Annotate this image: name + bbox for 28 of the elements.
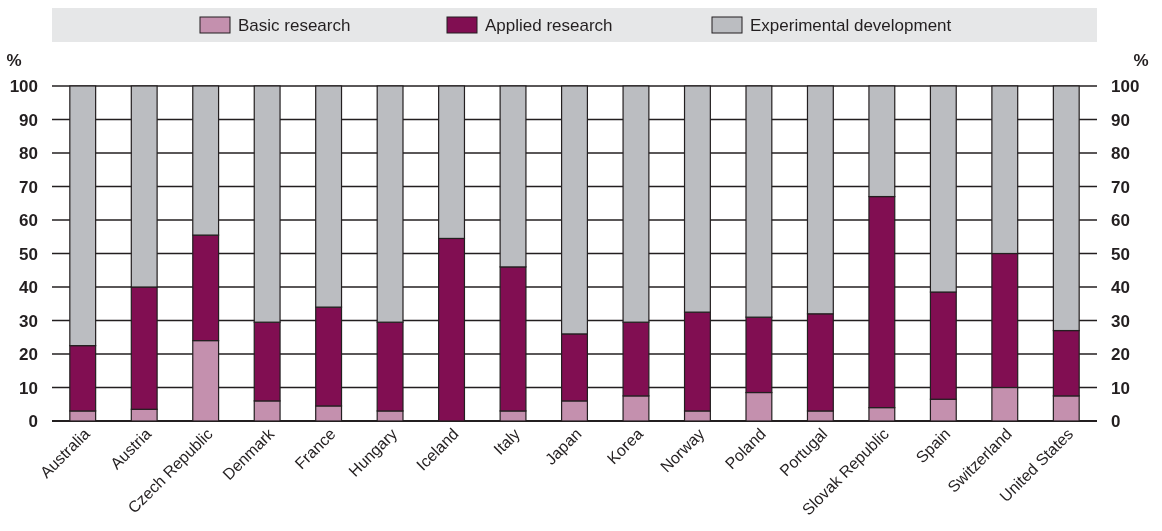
y2-tick-label: 10 (1111, 378, 1130, 398)
legend-label: Applied research (485, 16, 613, 35)
y2-tick-label: 80 (1111, 144, 1130, 163)
y2-axis-title: % (1133, 51, 1149, 70)
y-tick-label: 0 (28, 412, 38, 431)
y2-tick-label: 60 (1111, 211, 1130, 230)
y-tick-label: 80 (19, 144, 38, 163)
y-axis-title: % (6, 51, 22, 70)
y2-tick-label: 30 (1111, 311, 1130, 331)
x-tick-label: Italy (490, 425, 524, 458)
y-tick-label: 50 (19, 244, 38, 264)
y-tick-label: 90 (19, 110, 38, 130)
y2-tick-label: 100 (1111, 77, 1140, 96)
y-tick-label: 20 (19, 345, 38, 364)
y-tick-label: 70 (19, 177, 38, 197)
y-tick-label: 30 (19, 311, 38, 331)
y-tick-label: 100 (9, 77, 38, 96)
y2-tick-label: 40 (1111, 278, 1130, 297)
y2-tick-label: 50 (1111, 244, 1130, 264)
y2-tick-label: 20 (1111, 345, 1130, 364)
y2-tick-label: 90 (1111, 110, 1130, 130)
y2-tick-label: 70 (1111, 177, 1130, 197)
legend-label: Experimental development (750, 16, 952, 35)
y-tick-label: 40 (19, 278, 38, 297)
legend-label: Basic research (238, 16, 351, 35)
y2-tick-label: 0 (1111, 412, 1121, 431)
y-tick-label: 60 (19, 211, 38, 230)
y-tick-label: 10 (19, 378, 38, 398)
